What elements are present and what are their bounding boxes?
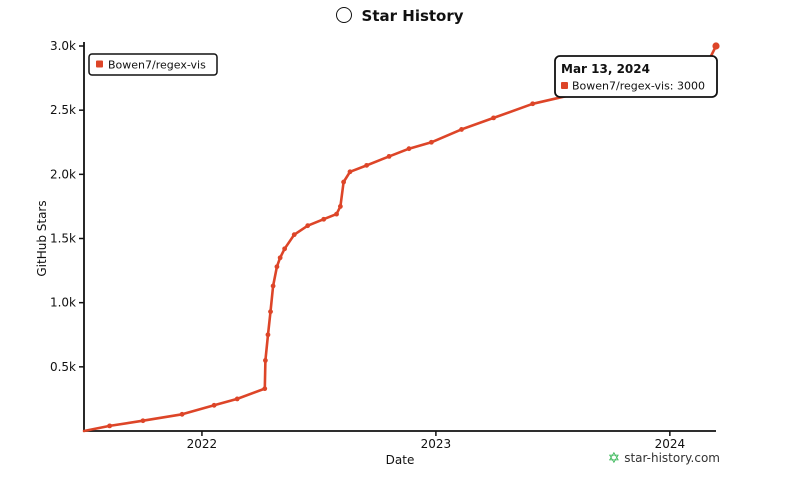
- y-tick-label: 2.0k: [50, 167, 76, 181]
- data-point[interactable]: [179, 411, 185, 417]
- y-axis-label: GitHub Stars: [35, 200, 49, 276]
- tooltip-date: Mar 13, 2024: [561, 62, 650, 76]
- data-point[interactable]: [305, 223, 311, 229]
- data-point[interactable]: [274, 264, 280, 270]
- data-point[interactable]: [262, 386, 268, 392]
- data-point[interactable]: [491, 115, 496, 121]
- x-tick-label: 2023: [421, 437, 452, 451]
- data-point[interactable]: [291, 232, 297, 238]
- data-point[interactable]: [282, 246, 288, 252]
- data-point[interactable]: [211, 402, 217, 408]
- data-point[interactable]: [277, 255, 283, 261]
- data-point[interactable]: [712, 42, 720, 50]
- y-tick-label: 1.5k: [50, 232, 76, 246]
- data-point[interactable]: [364, 162, 370, 168]
- data-point[interactable]: [337, 204, 343, 209]
- star-icon: ✡: [607, 449, 621, 467]
- legend-entry: Bowen7/regex-vis: [108, 59, 206, 72]
- chart-title: Star History: [361, 7, 464, 25]
- series-line: [82, 44, 718, 433]
- data-point[interactable]: [530, 101, 536, 107]
- github-logo-icon: [336, 7, 353, 23]
- watermark-text: star-history.com: [624, 451, 720, 465]
- tooltip-swatch: [561, 82, 568, 89]
- series-lines: [82, 44, 718, 433]
- legend: Bowen7/regex-vis: [88, 53, 218, 76]
- data-point[interactable]: [341, 179, 346, 185]
- y-ticks: 0.5k 1.0k 1.5k 2.0k 2.5k 3.0k: [50, 39, 84, 374]
- y-tick-label: 1.0k: [50, 296, 76, 310]
- x-ticks: 2022 2023 2024: [187, 431, 685, 451]
- data-point[interactable]: [347, 169, 353, 175]
- tooltip-entry: Bowen7/regex-vis: 3000: [572, 80, 705, 93]
- data-point[interactable]: [334, 211, 339, 217]
- data-point[interactable]: [265, 332, 271, 338]
- data-point[interactable]: [321, 216, 327, 222]
- data-point[interactable]: [429, 139, 434, 145]
- data-point[interactable]: [459, 127, 464, 132]
- tooltip: Mar 13, 2024 Bowen7/regex-vis: 3000: [554, 55, 718, 98]
- x-axis-label: Date: [386, 453, 415, 467]
- watermark[interactable]: ✡ star-history.com: [608, 449, 720, 467]
- data-point[interactable]: [262, 358, 268, 363]
- chart-axes: [83, 42, 716, 432]
- x-tick-label: 2024: [655, 437, 686, 451]
- y-tick-label: 0.5k: [50, 360, 76, 374]
- y-tick-label: 3.0k: [50, 39, 76, 53]
- legend-swatch: [96, 60, 103, 68]
- y-tick-label: 2.5k: [50, 103, 76, 117]
- data-point[interactable]: [406, 146, 412, 152]
- chart-title-wrap: Star History: [0, 6, 800, 25]
- data-point[interactable]: [140, 418, 146, 424]
- data-point[interactable]: [270, 283, 276, 289]
- series-points: [107, 42, 720, 429]
- data-point[interactable]: [386, 153, 392, 159]
- data-point[interactable]: [268, 309, 273, 315]
- x-tick-label: 2022: [187, 437, 218, 451]
- data-point[interactable]: [107, 423, 113, 429]
- data-point[interactable]: [234, 396, 240, 402]
